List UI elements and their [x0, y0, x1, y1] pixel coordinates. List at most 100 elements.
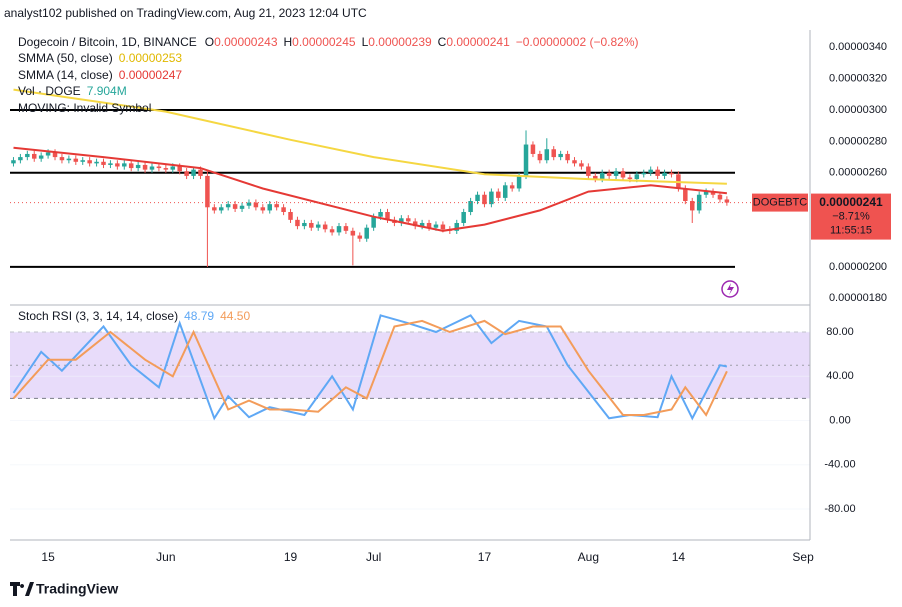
sma-name: SMMA (14, close) [18, 68, 113, 82]
candle-body [315, 224, 321, 228]
candle-body [350, 230, 356, 236]
candle-body [412, 221, 418, 227]
y-tick-label: -40.00 [824, 459, 855, 471]
candle-body [419, 222, 425, 227]
y-tick-label: 0.00 [829, 414, 850, 426]
grid-layer [10, 331, 810, 510]
candle-body [406, 218, 411, 222]
candle-body [18, 157, 23, 161]
candle-body [516, 175, 522, 189]
candle-body [475, 194, 480, 202]
candle-body [662, 172, 667, 176]
candle-body [288, 212, 293, 220]
y-tick-label: 0.00000200 [829, 261, 887, 273]
ohlc-value: 0.00000239 [368, 35, 432, 49]
candle-body [59, 157, 65, 161]
x-tick-label: Sep [792, 550, 814, 564]
candle-body [579, 163, 584, 167]
candle-body [537, 153, 543, 161]
candle-body [246, 202, 252, 206]
candle-body [170, 166, 176, 170]
candle-body [433, 224, 439, 228]
candle-body [128, 163, 134, 169]
candle-body [627, 177, 633, 180]
candle-body [281, 207, 286, 212]
indicator-line [13, 88, 727, 185]
logo-mark [10, 582, 34, 596]
candle-body [336, 226, 342, 233]
candle-body [593, 175, 598, 180]
candle-body [80, 160, 85, 162]
candle-body [343, 226, 349, 231]
stoch-k-value: 48.79 [184, 309, 214, 323]
candle-body [239, 205, 245, 209]
candle-body [620, 171, 626, 178]
price-tag-price: 0.00000241 [819, 195, 883, 209]
candle-body [634, 174, 640, 180]
volume-legend: Vol · DOGE 7.904M [18, 84, 127, 98]
symbol-title: Dogecoin / Bitcoin, 1D, BINANCE [18, 35, 197, 49]
candle-body [232, 204, 238, 209]
ohlc-change: −0.00000002 (−0.82%) [516, 35, 639, 49]
candle-body [496, 191, 501, 198]
y-tick-label: 0.00000320 [829, 73, 887, 85]
volume-name: Vol · DOGE [18, 84, 81, 98]
candle-body [683, 188, 688, 202]
candle-body [426, 222, 432, 228]
indicator-line [13, 146, 728, 232]
y-tick-label: 80.00 [826, 326, 854, 338]
y-tick-label: 0.00000180 [829, 292, 887, 304]
symbol-tag [752, 193, 808, 212]
x-tick-label: Jul [366, 550, 381, 564]
candle-body [253, 202, 259, 208]
y-tick-label: 0.00000340 [829, 41, 887, 53]
candle-body [177, 166, 182, 172]
candle-body [586, 166, 591, 176]
candle-body [11, 160, 16, 164]
candle-body [523, 144, 529, 176]
candle-body [94, 161, 99, 164]
sma-legend: SMMA (50, close) 0.00000253 [18, 51, 182, 65]
candle-body [198, 169, 203, 176]
candle-body [544, 149, 550, 161]
notice: MOVING: Invalid Symbol [18, 101, 151, 115]
candle-body [724, 199, 730, 203]
ohlc-key: O [205, 35, 214, 49]
indicator-line [12, 319, 728, 417]
candle-body [690, 201, 695, 211]
candle-body [371, 216, 376, 228]
candle-body [329, 229, 335, 233]
alert-icon[interactable] [721, 280, 739, 298]
footer-brand: TradingView [36, 581, 118, 597]
axes-layer: 15 Jun 19 Jul 17 Aug 14 Sep 0.00000340 0.00000320… [41, 41, 891, 564]
candle-body [599, 172, 605, 180]
candle-body [551, 149, 556, 158]
ohlc-value: 0.00000241 [446, 35, 510, 49]
price-tag-countdown: 11:55:15 [830, 224, 872, 236]
price-tag [811, 193, 891, 240]
candle-body [108, 163, 113, 165]
ohlc-value: 0.00000245 [292, 35, 356, 49]
candle-body [530, 144, 536, 154]
candle-body [52, 152, 58, 158]
candle-body [454, 222, 460, 231]
candle-body [260, 207, 266, 211]
candle-body [717, 194, 723, 200]
candle-body [703, 191, 709, 195]
candle-body [31, 153, 37, 159]
candle-body [509, 185, 515, 189]
candle-body [468, 201, 473, 212]
candle-body [115, 163, 120, 167]
candle-body [135, 164, 141, 169]
stoch-d-value: 44.50 [220, 309, 250, 323]
candle-body [156, 166, 162, 169]
candle-body [212, 207, 217, 211]
x-tick-label: 14 [672, 550, 686, 564]
candle-body [648, 169, 653, 173]
candle-body [385, 212, 390, 220]
candle-body [322, 224, 328, 230]
sma-value: 0.00000253 [119, 51, 183, 65]
y-tick-label: 0.00000300 [829, 104, 887, 116]
